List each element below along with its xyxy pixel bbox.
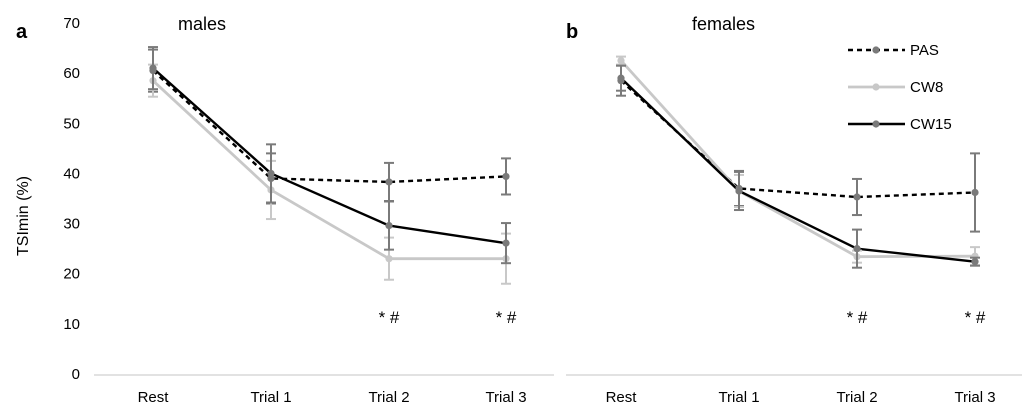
data-point-pas: [502, 172, 510, 181]
data-point-cw8: [385, 255, 393, 263]
data-point-cw15: [502, 239, 510, 247]
data-point-pas: [385, 178, 393, 186]
significance-annotation: * #: [496, 308, 517, 327]
data-point-pas: [853, 193, 861, 201]
panel-letter: a: [16, 21, 28, 43]
x-tick-label: Trial 3: [954, 389, 995, 406]
panel-males: a males 0 10 20 30 40 50 60 70 Rest Trial 1 Trial 2 T…: [16, 14, 554, 406]
panel-letter: b: [566, 21, 578, 43]
data-point-cw8: [617, 57, 625, 65]
y-tick-label: 50: [63, 115, 80, 132]
significance-annotation: * #: [379, 308, 400, 327]
series-line-cw15: [152, 67, 507, 245]
legend-label-pas: PAS: [910, 42, 939, 59]
data-point-cw15: [267, 169, 275, 178]
legend-marker-pas: [872, 46, 880, 54]
y-tick-label: 30: [63, 216, 80, 233]
y-tick-label: 40: [63, 165, 80, 182]
x-tick-label: Trial 1: [250, 389, 291, 406]
series-line-pas: [152, 69, 507, 184]
x-tick-label: Trial 2: [368, 389, 409, 406]
data-point-cw15: [149, 64, 157, 72]
y-tick-label: 0: [72, 366, 80, 383]
series-line-pas: [620, 79, 976, 199]
significance-annotation: * #: [965, 308, 986, 327]
x-tick-label: Rest: [606, 389, 638, 406]
panel-title: males: [178, 14, 226, 34]
x-tick-label: Rest: [138, 389, 170, 406]
legend-marker-cw15: [872, 120, 880, 128]
panel-title: females: [692, 14, 755, 34]
y-axis-label: TSImin (%): [15, 176, 32, 256]
data-point-cw15: [853, 245, 861, 253]
legend-label-cw15: CW15: [910, 116, 952, 133]
series-line-cw8: [152, 79, 506, 261]
data-point-cw15: [735, 187, 743, 195]
series-line-cw8: [619, 59, 976, 259]
x-tick-label: Trial 2: [836, 389, 877, 406]
y-tick-label: 10: [63, 316, 80, 333]
x-tick-label: Trial 3: [485, 389, 526, 406]
data-point-pas: [971, 188, 979, 197]
series-line-cw15: [620, 77, 976, 263]
x-tick-label: Trial 1: [718, 389, 759, 406]
y-tick-label: 70: [63, 15, 80, 32]
y-tick-label: 60: [63, 65, 80, 82]
y-tick-label: 20: [63, 266, 80, 283]
data-point-cw15: [617, 74, 625, 82]
data-point-cw15: [971, 258, 979, 266]
significance-annotation: * #: [847, 308, 868, 327]
data-point-cw15: [385, 221, 393, 230]
panel-females: b females Rest Trial 1 Trial 2 Trial 3 * # * # P…: [566, 14, 1022, 406]
legend-marker-cw8: [872, 83, 880, 91]
legend-label-cw8: CW8: [910, 79, 943, 96]
